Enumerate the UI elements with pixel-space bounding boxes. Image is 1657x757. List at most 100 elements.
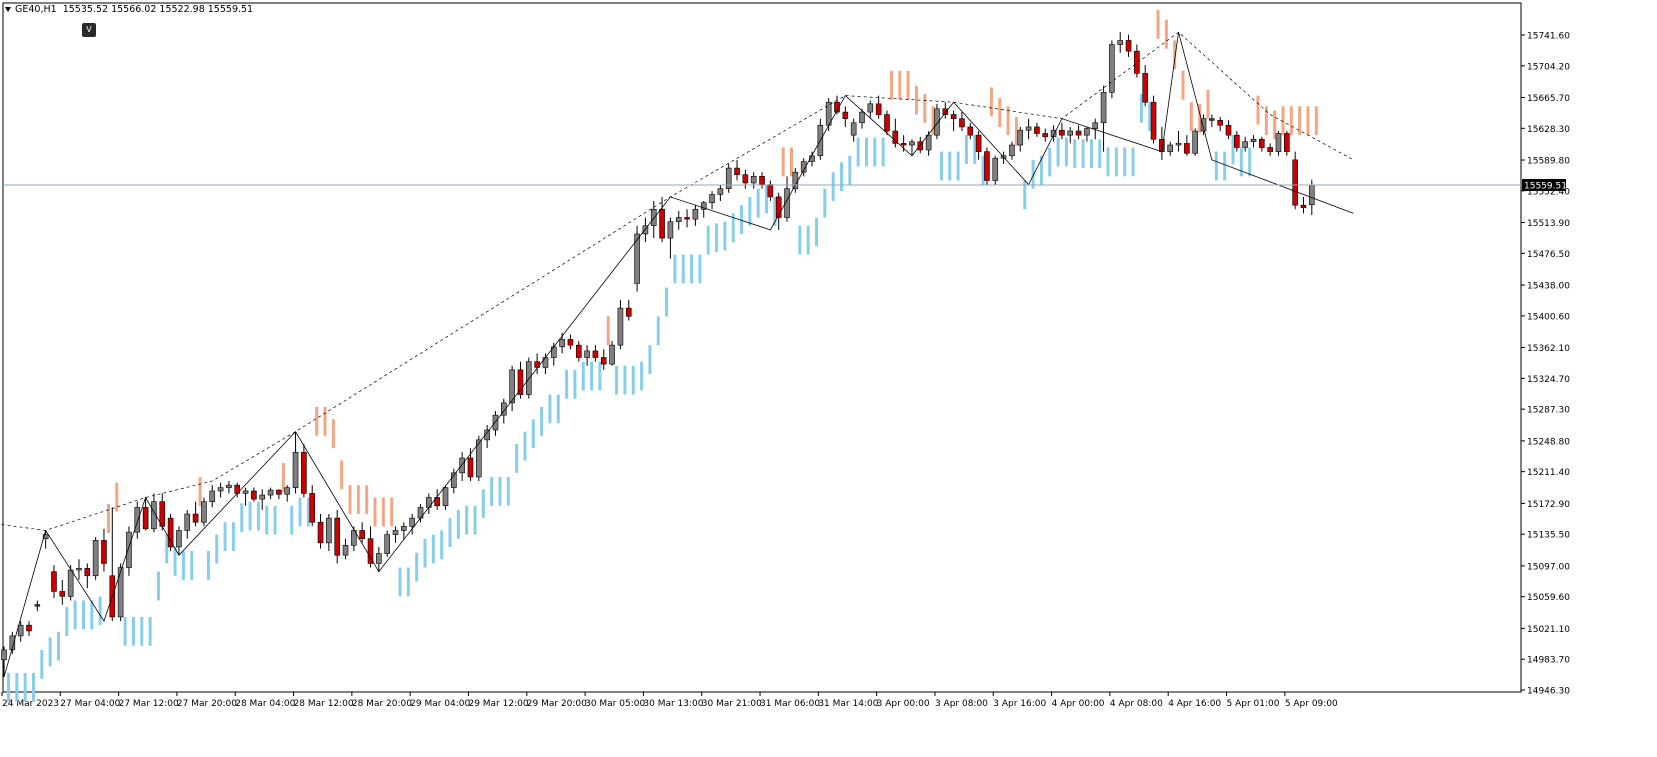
candle-bear[interactable] [1134, 50, 1140, 74]
candle-bull[interactable] [376, 553, 382, 564]
candle-bull[interactable] [351, 530, 357, 546]
candle-bull[interactable] [442, 487, 449, 507]
candle-bear[interactable] [567, 339, 574, 346]
candle-bull[interactable] [134, 507, 141, 533]
candle-bull[interactable] [284, 487, 291, 495]
candle-bull[interactable] [217, 487, 224, 492]
candle-bull[interactable] [184, 513, 191, 531]
candle-bull[interactable] [1084, 128, 1090, 136]
candle-bear[interactable] [1292, 159, 1298, 206]
candle-bear[interactable] [51, 571, 57, 592]
candle-bull[interactable] [667, 221, 674, 239]
candle-bull[interactable] [750, 176, 757, 184]
candle-bear[interactable] [967, 126, 974, 136]
candle-bull[interactable] [800, 161, 807, 173]
candle-bull[interactable] [500, 402, 507, 416]
candle-bear[interactable] [1125, 40, 1132, 52]
candle-bull[interactable] [634, 233, 640, 284]
candle-bear[interactable] [1284, 133, 1290, 152]
candle-bear[interactable] [367, 538, 374, 564]
candle-bull[interactable] [1017, 129, 1024, 146]
candle-bear[interactable] [467, 457, 474, 478]
candle-bull[interactable] [992, 157, 999, 181]
candle-bear[interactable] [317, 521, 324, 544]
candle-bear[interactable] [1034, 126, 1040, 134]
candle-bull[interactable] [792, 171, 799, 189]
candle-bear[interactable] [1300, 204, 1307, 208]
candle-bull[interactable] [692, 208, 699, 220]
candle-bull[interactable] [1275, 133, 1282, 152]
candle-bull[interactable] [859, 111, 865, 124]
candle-bull[interactable] [176, 530, 182, 548]
candle-bull[interactable] [384, 534, 390, 554]
candle-bull[interactable] [326, 517, 332, 544]
candle-bull[interactable] [1100, 92, 1107, 124]
candle-bear[interactable] [1059, 129, 1065, 136]
candle-bear[interactable] [1209, 118, 1215, 121]
candle-bear[interactable] [1184, 143, 1190, 154]
candle-bear[interactable] [775, 196, 782, 218]
candle-bull[interactable] [925, 134, 932, 151]
candle-bull[interactable] [1250, 138, 1257, 143]
candle-bear[interactable] [834, 101, 840, 113]
candle-bull[interactable] [401, 526, 407, 531]
candle-bull[interactable] [784, 188, 790, 218]
candle-bull[interactable] [1009, 144, 1015, 157]
candle-bull[interactable] [226, 484, 232, 488]
candle-bull[interactable] [717, 188, 724, 195]
candle-bear[interactable] [684, 217, 690, 220]
candle-bull[interactable] [725, 167, 732, 189]
candle-bear[interactable] [950, 114, 957, 119]
candle-bear[interactable] [192, 513, 199, 523]
candle-bull[interactable] [484, 429, 490, 441]
candle-bear[interactable] [592, 350, 599, 358]
candle-bull[interactable] [9, 635, 16, 651]
candle-bull[interactable] [17, 624, 24, 637]
candle-bull[interactable] [1175, 143, 1182, 146]
candle-bull[interactable] [67, 569, 74, 597]
plot-area[interactable] [2, 2, 1522, 693]
candle-bull[interactable] [675, 217, 682, 222]
candle-bull[interactable] [451, 472, 457, 488]
candle-bull[interactable] [1192, 130, 1198, 154]
candle-bull[interactable] [909, 141, 915, 146]
candle-bear[interactable] [359, 530, 365, 540]
candle-bull[interactable] [1117, 40, 1124, 45]
candle-bull[interactable] [201, 501, 207, 523]
candle-bull[interactable] [459, 457, 465, 474]
candle-bull[interactable] [92, 540, 99, 577]
candle-bear[interactable] [334, 517, 341, 556]
candle-bear[interactable] [942, 108, 949, 115]
candle-bear[interactable] [309, 493, 316, 523]
candle-bear[interactable] [984, 151, 990, 181]
candle-bull[interactable] [342, 544, 349, 556]
candle-bear[interactable] [734, 167, 740, 175]
candle-bear[interactable] [875, 103, 882, 115]
candle-bear[interactable] [975, 134, 982, 152]
candle-bull[interactable] [850, 122, 857, 136]
candle-bull[interactable] [1067, 130, 1074, 136]
candle-bear[interactable] [742, 174, 749, 184]
candle-bull[interactable] [1309, 184, 1315, 206]
candle-bull[interactable] [609, 344, 615, 365]
candle-bull[interactable] [151, 501, 157, 530]
candle-bear[interactable] [167, 517, 174, 548]
candle-bear[interactable] [142, 507, 149, 530]
candle-bear[interactable] [26, 624, 32, 632]
candle-bull[interactable] [267, 489, 274, 496]
candle-bear[interactable] [34, 604, 41, 607]
candle-bear[interactable] [1075, 130, 1082, 136]
candle-bear[interactable] [1259, 138, 1265, 148]
candle-bear[interactable] [101, 540, 107, 564]
candle-bull[interactable] [559, 339, 565, 348]
candle-bear[interactable] [1217, 120, 1223, 126]
candle-bear[interactable] [625, 307, 632, 317]
candle-bear[interactable] [842, 111, 849, 119]
candle-bull[interactable] [525, 361, 532, 395]
candle-bear[interactable] [900, 143, 907, 146]
candle-bull[interactable] [476, 439, 482, 478]
candle-bull[interactable] [259, 494, 266, 500]
candle-bull[interactable] [76, 568, 82, 571]
candle-bear[interactable] [1225, 124, 1232, 136]
